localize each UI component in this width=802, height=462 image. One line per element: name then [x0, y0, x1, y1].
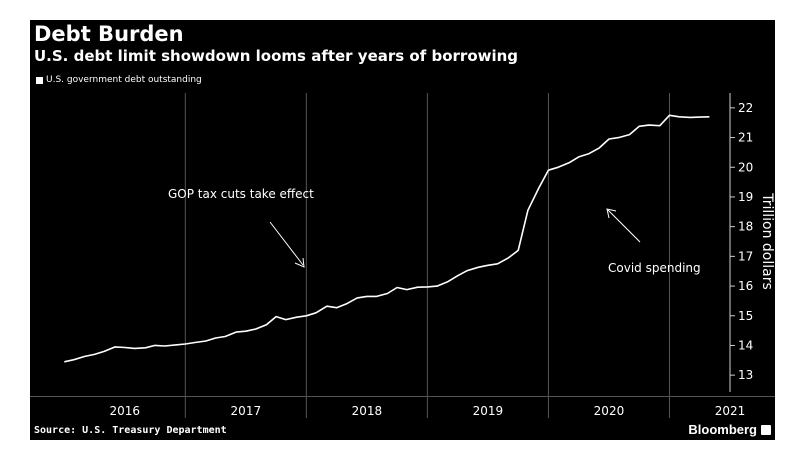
- chart-subtitle: U.S. debt limit showdown looms after yea…: [34, 47, 519, 65]
- y-tick-label: 21: [738, 131, 753, 145]
- y-tick-label: 17: [738, 249, 753, 263]
- x-tick-label: 2020: [594, 404, 625, 418]
- brand-logo: Bloomberg: [688, 422, 771, 437]
- annotations: GOP tax cuts take effect Covid spending: [168, 187, 701, 275]
- y-tick-label: 14: [738, 338, 753, 352]
- x-tick-label: 2017: [231, 404, 262, 418]
- source-note: Source: U.S. Treasury Department: [34, 425, 227, 436]
- y-tick-label: 22: [738, 101, 753, 115]
- brand-name: Bloomberg: [688, 422, 757, 437]
- x-axis-line: [30, 396, 775, 397]
- x-axis: 2016 2017 2018 2019 2020 2021: [30, 396, 775, 418]
- chart-card: Debt Burden U.S. debt limit showdown loo…: [30, 20, 775, 440]
- arrowhead-icon: [294, 257, 305, 268]
- grid-lines: [184, 93, 670, 418]
- annotation-arrow: [607, 209, 641, 243]
- arrowhead-icon: [606, 208, 617, 219]
- chart-title: Debt Burden: [34, 22, 184, 46]
- legend-swatch: [36, 76, 43, 84]
- x-tick-label: 2019: [473, 404, 504, 418]
- y-tick-label: 19: [738, 190, 753, 204]
- y-tick-label: 18: [738, 220, 753, 234]
- y-tick-label: 13: [738, 368, 753, 382]
- series-group: [64, 114, 710, 363]
- y-axis-ticks: 13 14 15 16 17 18 19 20 21 22: [729, 93, 753, 392]
- annotation-arrow: [269, 221, 304, 266]
- y-tick-label: 15: [738, 309, 753, 323]
- annotation-gop-tax-cuts: GOP tax cuts take effect: [168, 187, 314, 201]
- y-axis-label: Trillion dollars: [759, 192, 775, 290]
- series-line: [64, 114, 710, 363]
- bloomberg-square-icon: [761, 424, 771, 435]
- legend: U.S. government debt outstanding: [36, 75, 202, 85]
- y-tick-label: 16: [738, 279, 753, 293]
- x-tick-label: 2016: [110, 404, 141, 418]
- x-tick-label: 2018: [352, 404, 383, 418]
- x-tick-label: 2021: [715, 404, 746, 418]
- annotation-covid-spending: Covid spending: [608, 261, 701, 275]
- y-tick-label: 20: [738, 160, 753, 174]
- legend-label: U.S. government debt outstanding: [46, 75, 202, 85]
